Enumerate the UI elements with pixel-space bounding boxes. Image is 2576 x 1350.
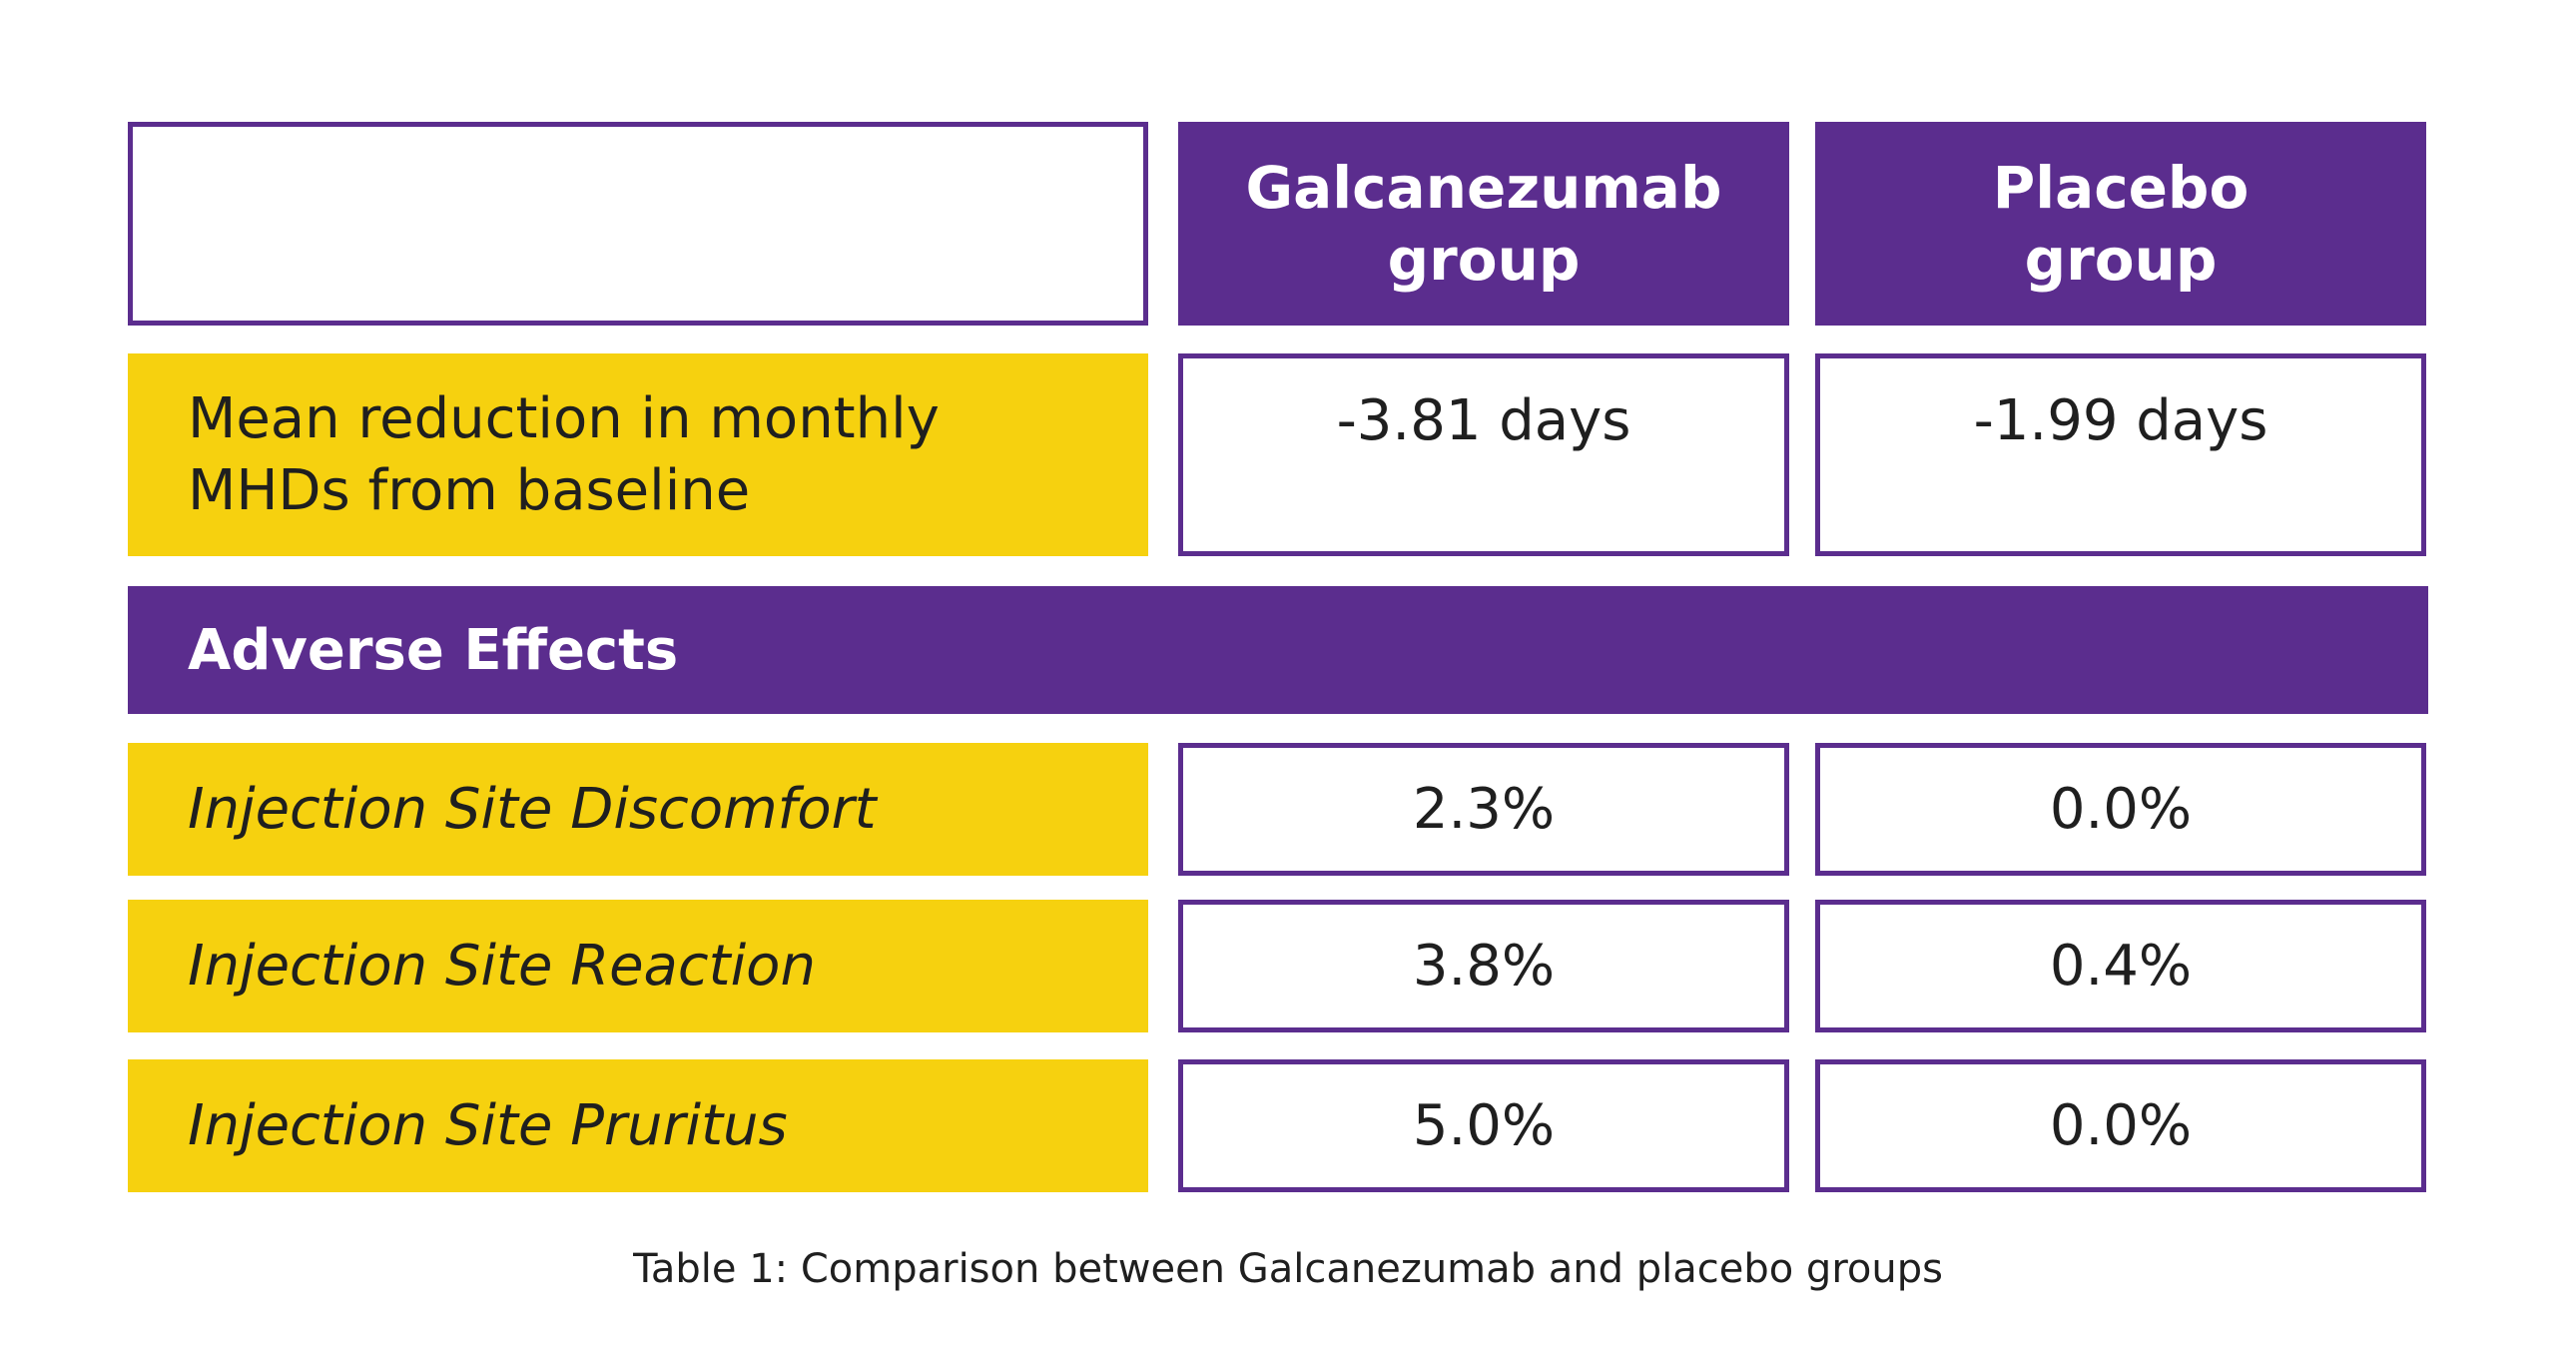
efficacy-placebo-cell: -1.99 days xyxy=(1815,353,2426,556)
efficacy-label-cell: Mean reduction in monthly MHDs from base… xyxy=(128,353,1148,556)
placebo-header-label: Placebo group xyxy=(1992,154,2250,294)
adverse-effects-banner: Adverse Effects xyxy=(128,586,2428,714)
adverse-row-placebo-value: 0.0% xyxy=(2049,777,2193,842)
efficacy-label: Mean reduction in monthly MHDs from base… xyxy=(188,386,940,523)
adverse-effects-title: Adverse Effects xyxy=(188,617,679,683)
efficacy-placebo-value: -1.99 days xyxy=(1973,388,2268,453)
adverse-row-galcanezumab-value: 3.8% xyxy=(1412,934,1556,999)
efficacy-galcanezumab-cell: -3.81 days xyxy=(1178,353,1789,556)
empty-header-cell xyxy=(128,122,1148,326)
table-caption: Table 1: Comparison between Galcanezumab… xyxy=(633,1246,1943,1292)
adverse-row-placebo-cell: 0.4% xyxy=(1815,900,2426,1032)
placebo-header: Placebo group xyxy=(1815,122,2426,326)
galcanezumab-header: Galcanezumab group xyxy=(1178,122,1789,326)
adverse-row-label: Injection Site Discomfort xyxy=(188,777,877,842)
adverse-row-label: Injection Site Reaction xyxy=(188,934,816,999)
adverse-row-label-cell: Injection Site Reaction xyxy=(128,900,1148,1032)
adverse-row-label: Injection Site Pruritus xyxy=(188,1093,788,1158)
efficacy-galcanezumab-value: -3.81 days xyxy=(1336,388,1631,453)
galcanezumab-header-label: Galcanezumab group xyxy=(1245,154,1722,294)
adverse-row-label-cell: Injection Site Pruritus xyxy=(128,1059,1148,1192)
adverse-row-placebo-cell: 0.0% xyxy=(1815,743,2426,876)
adverse-row-galcanezumab-cell: 3.8% xyxy=(1178,900,1789,1032)
adverse-row-placebo-value: 0.4% xyxy=(2049,934,2193,999)
adverse-row-galcanezumab-value: 2.3% xyxy=(1412,777,1556,842)
adverse-row-placebo-cell: 0.0% xyxy=(1815,1059,2426,1192)
adverse-row-label-cell: Injection Site Discomfort xyxy=(128,743,1148,876)
adverse-row-galcanezumab-value: 5.0% xyxy=(1412,1093,1556,1158)
adverse-row-galcanezumab-cell: 5.0% xyxy=(1178,1059,1789,1192)
adverse-row-galcanezumab-cell: 2.3% xyxy=(1178,743,1789,876)
adverse-row-placebo-value: 0.0% xyxy=(2049,1093,2193,1158)
